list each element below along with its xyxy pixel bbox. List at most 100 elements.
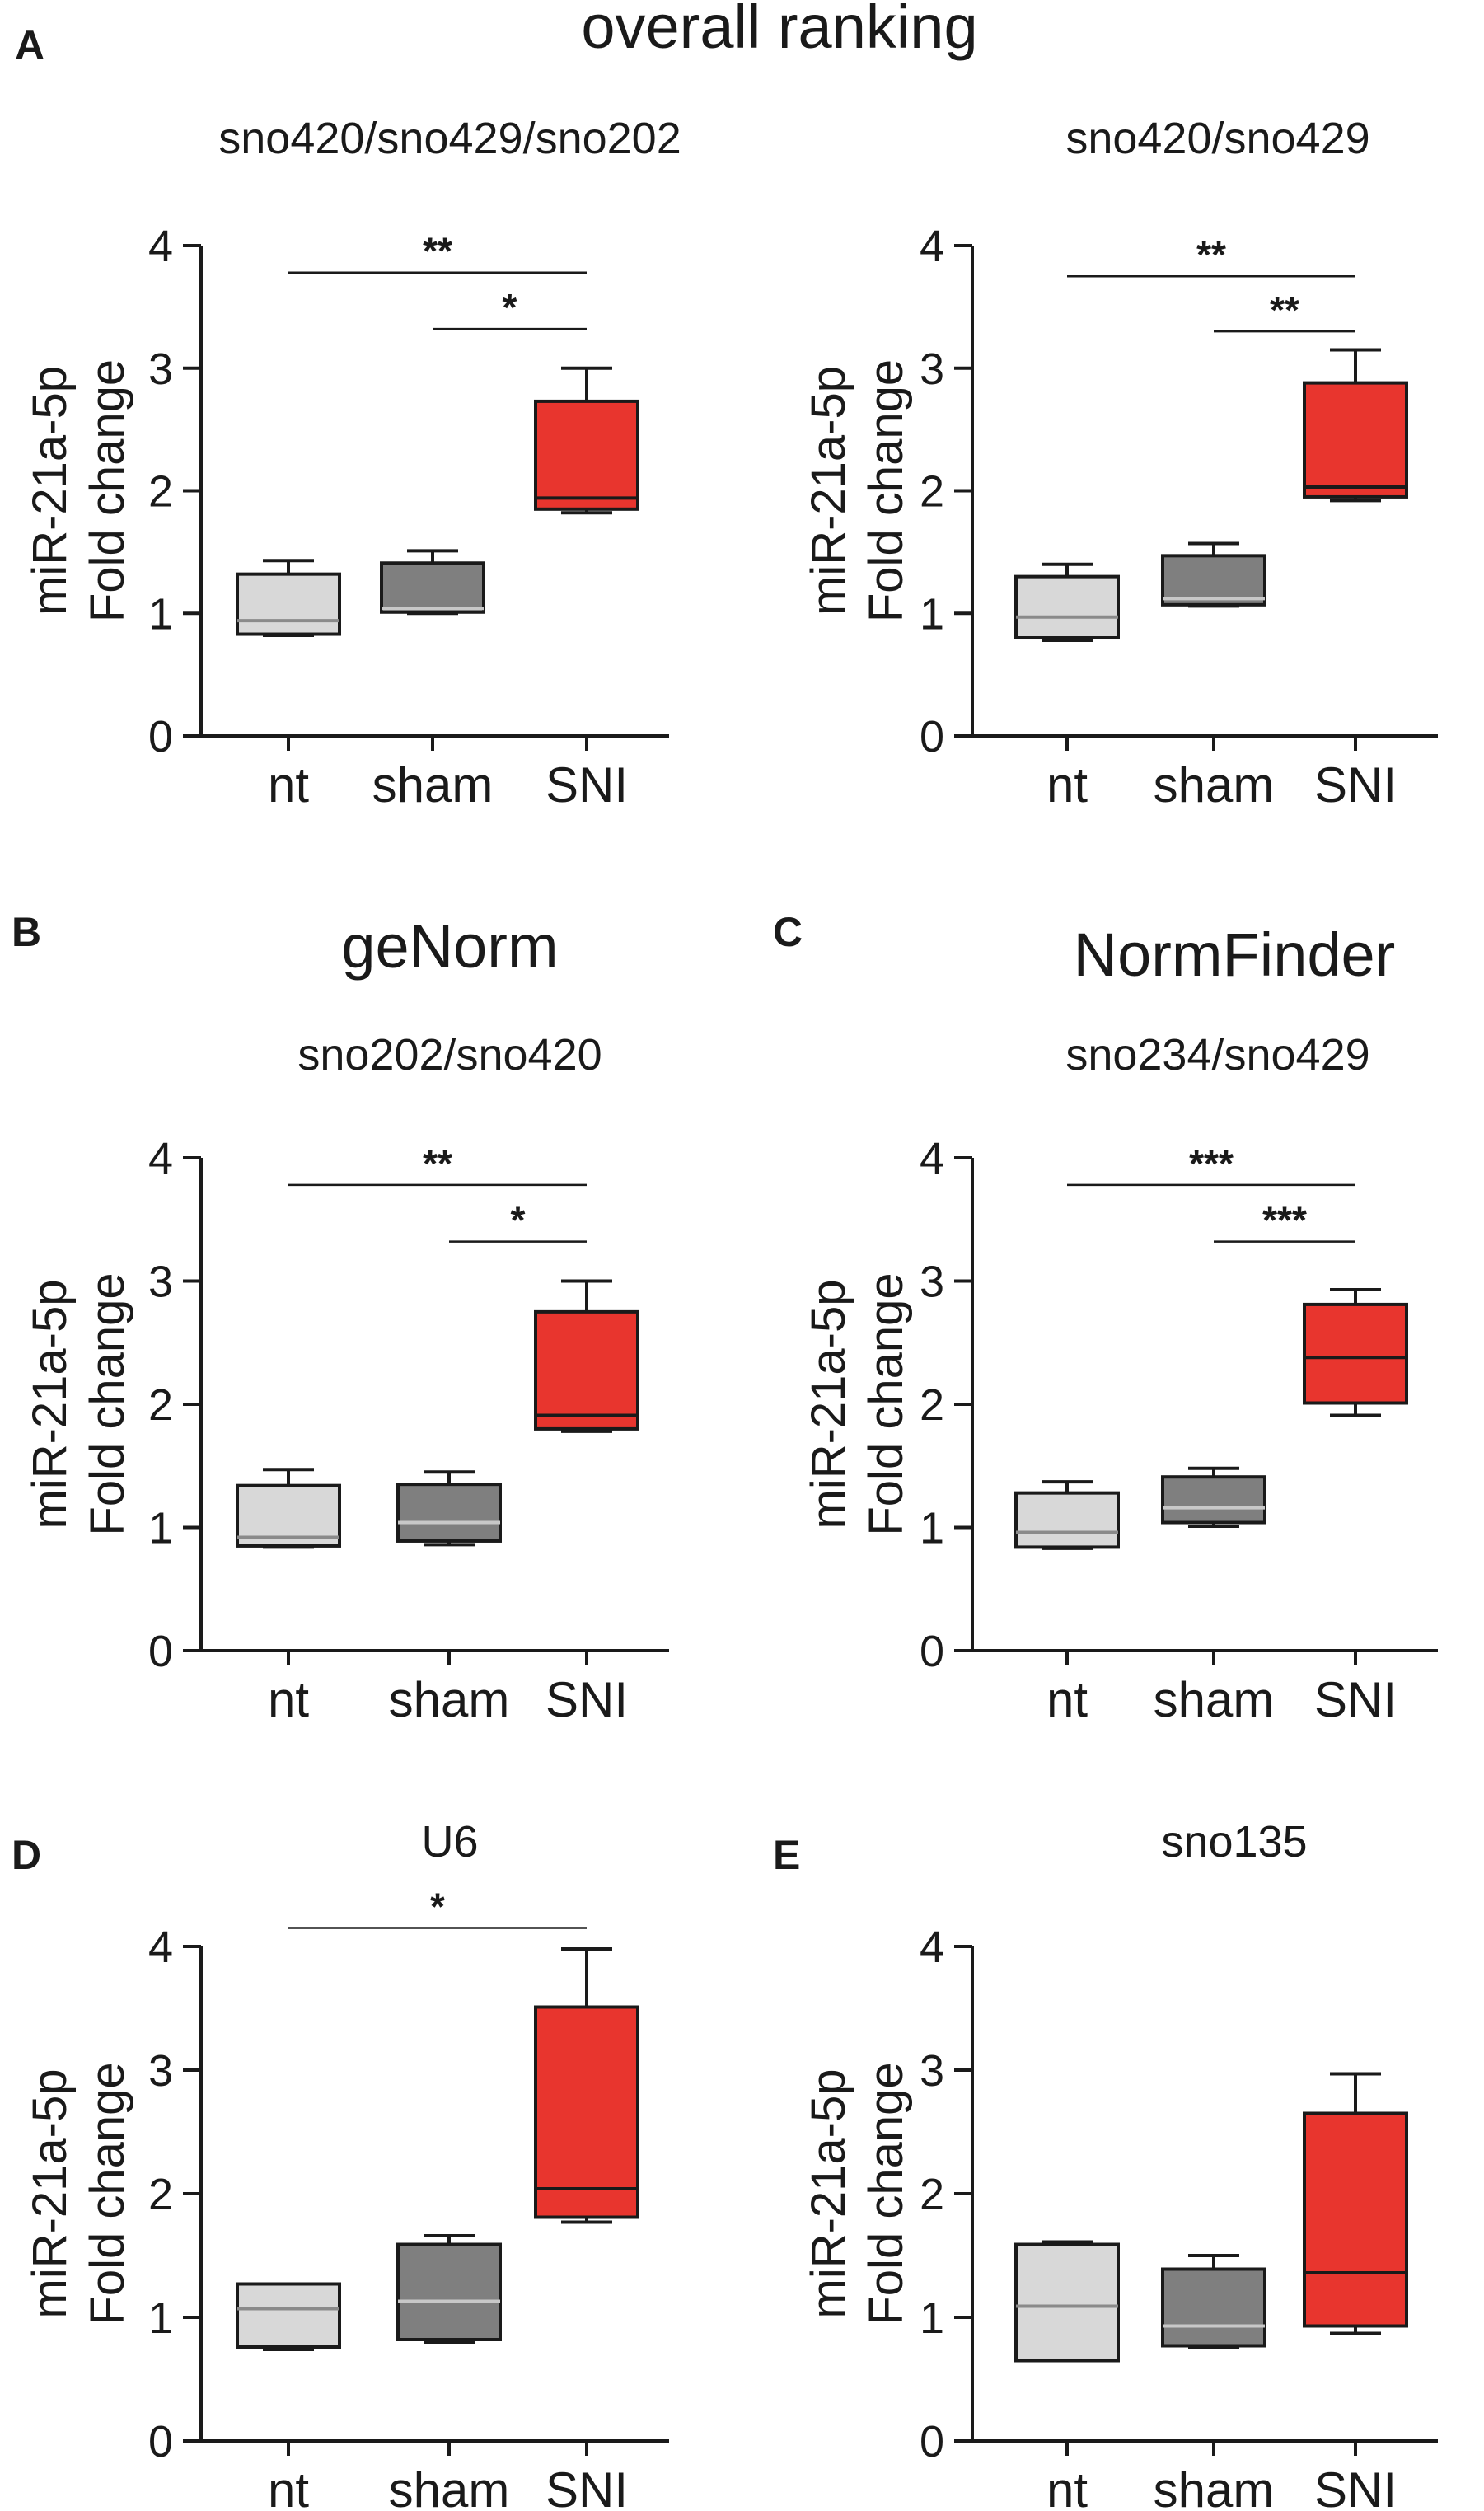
y-tick-label: 1: [148, 1504, 173, 1553]
y-tick-label: 2: [148, 1380, 173, 1430]
x-tick-label: nt: [268, 1672, 309, 1727]
y-tick-label: 1: [920, 2293, 944, 2343]
y-tick-label: 4: [148, 1923, 173, 1972]
box-nt: [1014, 574, 1120, 639]
y-tick-label: 1: [148, 2293, 173, 2343]
box-SNI: [1303, 1302, 1408, 1405]
y-axis-label: miR-21a-5p: [802, 1280, 855, 1530]
significance-label: **: [423, 1142, 452, 1185]
panel-letter: E: [773, 1832, 800, 1878]
box-sham: [1161, 1475, 1266, 1525]
y-tick-label: 4: [920, 1923, 944, 1972]
title-genorm: geNorm: [341, 912, 558, 981]
y-tick-label: 1: [920, 1504, 944, 1553]
panel-title: sno135: [1161, 1817, 1307, 1867]
box-SNI: [534, 399, 639, 511]
panel-letter: B: [12, 909, 41, 955]
box-nt: [1014, 2242, 1120, 2363]
panel-letter: D: [12, 1832, 41, 1878]
y-tick-label: 0: [920, 1627, 944, 1676]
box-nt: [236, 572, 341, 636]
panel-D: D U6 0 1 2 3 4 miR-21a-5p Fold change nt sham SNI *: [12, 1817, 669, 2511]
y-tick-label: 3: [920, 1258, 944, 1307]
y-tick-label: 0: [148, 712, 173, 761]
x-tick-label: nt: [1046, 757, 1088, 813]
y-axis-label-unit: Fold change: [859, 1272, 913, 1535]
significance-label: ***: [1189, 1142, 1234, 1185]
box-nt: [236, 2282, 341, 2349]
panel-title: sno420/sno429: [1065, 114, 1369, 163]
y-axis-label-unit: Fold change: [81, 359, 134, 622]
x-tick-label: sham: [372, 757, 494, 813]
box-sham: [380, 561, 485, 614]
x-tick-label: SNI: [545, 1672, 628, 1727]
y-tick-label: 4: [920, 222, 944, 271]
y-tick-label: 0: [920, 2417, 944, 2466]
x-tick-label: nt: [268, 2462, 309, 2511]
y-tick-label: 3: [148, 2046, 173, 2096]
y-tick-label: 0: [920, 712, 944, 761]
box-SNI: [534, 2005, 639, 2219]
x-tick-label: sham: [1154, 757, 1275, 813]
y-axis-label-unit: Fold change: [81, 1272, 134, 1535]
y-tick-label: 2: [920, 2170, 944, 2219]
panel-letter: C: [773, 909, 803, 955]
x-tick-label: sham: [389, 2462, 510, 2511]
panel-title: sno234/sno429: [1065, 1030, 1369, 1080]
box-SNI: [1303, 381, 1408, 499]
box-sham: [396, 1483, 502, 1543]
x-tick-label: sham: [1154, 1672, 1275, 1727]
y-axis-label-unit: Fold change: [81, 2062, 134, 2325]
y-tick-label: 4: [148, 1134, 173, 1183]
x-tick-label: nt: [1046, 2462, 1088, 2511]
y-tick-label: 3: [148, 344, 173, 394]
x-tick-label: sham: [389, 1672, 510, 1727]
significance-label: *: [503, 286, 517, 329]
x-tick-label: nt: [1046, 1672, 1088, 1727]
y-tick-label: 3: [920, 2046, 944, 2096]
y-axis-label: miR-21a-5p: [23, 366, 77, 616]
y-axis-label-unit: Fold change: [859, 2062, 913, 2325]
significance-label: **: [1270, 288, 1299, 331]
title-normfinder: NormFinder: [1074, 921, 1396, 989]
y-tick-label: 3: [920, 344, 944, 394]
x-tick-label: SNI: [545, 2462, 628, 2511]
box-sham: [396, 2242, 502, 2341]
box-SNI: [534, 1309, 639, 1431]
x-tick-label: sham: [1154, 2462, 1275, 2511]
x-tick-label: SNI: [545, 757, 628, 813]
box-sham: [1161, 554, 1266, 607]
y-axis-label-unit: Fold change: [859, 359, 913, 622]
y-tick-label: 3: [148, 1258, 173, 1307]
panel-A-right: sno420/sno429 0 1 2 3 4 miR-21a-5p Fold change n…: [802, 114, 1438, 813]
y-tick-label: 1: [920, 589, 944, 639]
title-overall-ranking: overall ranking: [581, 0, 977, 61]
significance-label: **: [1196, 233, 1226, 276]
y-tick-label: 2: [148, 2170, 173, 2219]
x-tick-label: SNI: [1314, 757, 1397, 813]
y-tick-label: 0: [148, 2417, 173, 2466]
y-axis-label: miR-21a-5p: [802, 2069, 855, 2319]
y-tick-label: 4: [148, 222, 173, 271]
y-tick-label: 2: [148, 467, 173, 517]
box-sham: [1161, 2267, 1266, 2348]
significance-label: *: [511, 1199, 526, 1242]
box-SNI: [1303, 2111, 1408, 2328]
y-tick-label: 0: [148, 1627, 173, 1676]
y-axis-label: miR-21a-5p: [23, 2069, 77, 2319]
significance-label: *: [430, 1886, 445, 1928]
y-tick-label: 4: [920, 1134, 944, 1183]
panel-title: sno202/sno420: [297, 1030, 602, 1080]
box-nt: [1014, 1491, 1120, 1549]
panel-title: sno420/sno429/sno202: [218, 114, 681, 163]
x-tick-label: SNI: [1314, 1672, 1397, 1727]
x-tick-label: nt: [268, 757, 309, 813]
panel-letter: A: [15, 22, 44, 68]
panel-title: U6: [421, 1817, 478, 1867]
y-axis-label: miR-21a-5p: [802, 366, 855, 616]
